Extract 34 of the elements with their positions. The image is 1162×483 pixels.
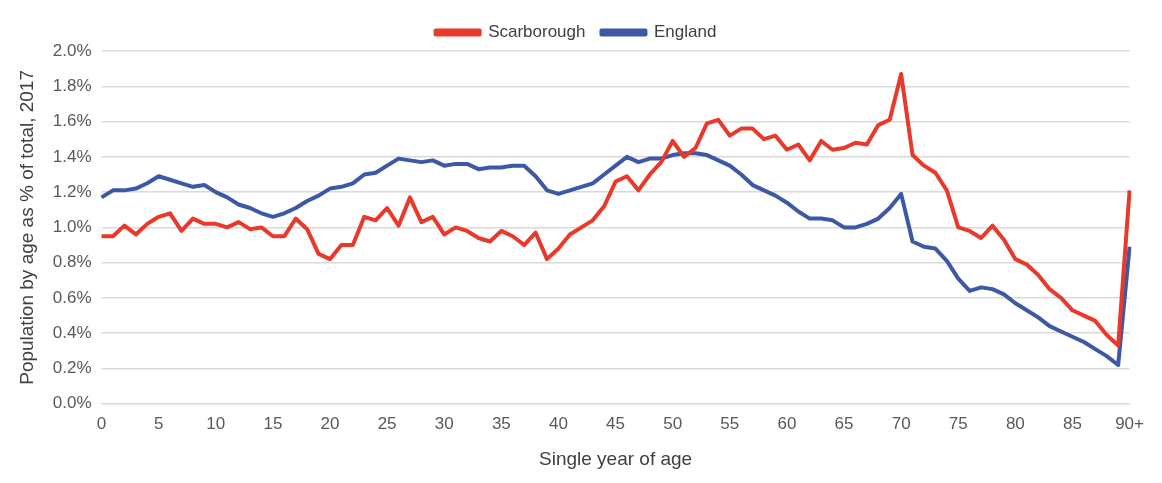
legend-label: England [653, 22, 717, 42]
x-tick-label: 60 [777, 413, 797, 433]
x-tick-label: 40 [548, 413, 568, 433]
x-tick-label: 80 [1005, 413, 1025, 433]
x-tick-label: 20 [320, 413, 340, 433]
x-tick-label: 35 [491, 413, 511, 433]
y-tick-label: 1.8% [52, 75, 92, 95]
x-tick-label: 5 [153, 413, 164, 433]
y-tick-label: 0.4% [52, 322, 92, 342]
y-tick-label: 0.2% [52, 358, 92, 378]
y-tick-label: 1.6% [52, 111, 92, 131]
x-tick-label: 85 [1063, 413, 1082, 433]
x-tick-label: 25 [377, 413, 397, 433]
y-tick-label: 0.0% [52, 393, 92, 413]
x-tick-label: 65 [834, 413, 854, 433]
y-tick-label: 0.8% [52, 252, 92, 272]
x-tick-label: 50 [663, 413, 683, 433]
x-tick-label: 30 [434, 413, 454, 433]
legend-label: Scarborough [488, 22, 586, 42]
x-tick-label: 15 [263, 413, 283, 433]
x-tick-label: 45 [606, 413, 626, 433]
y-tick-label: 1.4% [52, 146, 92, 166]
x-axis-title: Single year of age [538, 447, 693, 469]
x-tick-label: 10 [206, 413, 226, 433]
x-tick-label: 70 [891, 413, 911, 433]
x-tick-label: 75 [948, 413, 968, 433]
x-tick-label: 55 [720, 413, 740, 433]
y-tick-label: 2.0% [52, 40, 92, 60]
y-tick-label: 0.6% [52, 287, 92, 307]
y-tick-label: 1.0% [52, 217, 92, 237]
x-tick-label: 90+ [1115, 413, 1145, 433]
y-axis-title: Population by age as % of total, 2017 [15, 70, 37, 385]
y-tick-label: 1.2% [52, 181, 92, 201]
x-tick-label: 0 [96, 413, 107, 433]
